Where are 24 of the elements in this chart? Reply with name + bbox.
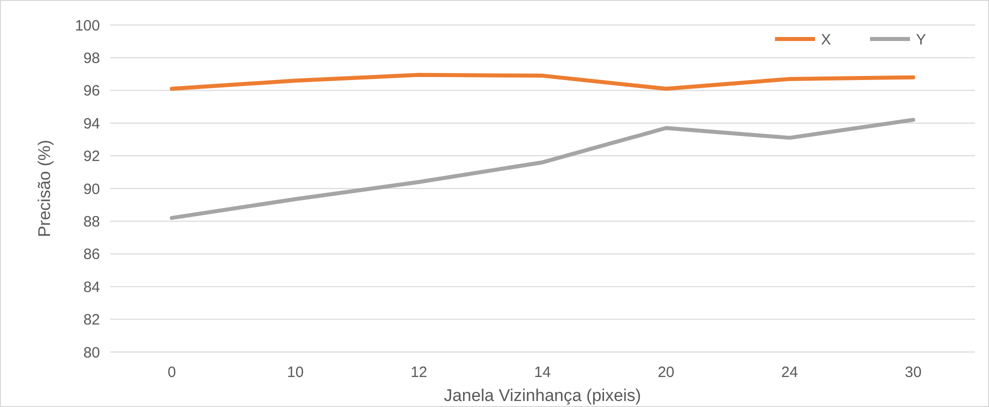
x-tick-label: 0 [168,364,176,381]
x-tick-label: 24 [781,364,798,381]
legend-label: Y [916,31,926,48]
y-tick-label: 84 [83,278,100,296]
x-axis-title: Janela Vizinhança (pixeis) [444,386,642,405]
y-tick-label: 90 [83,180,100,198]
x-tick-label: 30 [904,364,922,381]
y-tick-label: 94 [83,115,100,132]
y-tick-label: 82 [83,312,100,329]
y-tick-label: 92 [83,148,100,166]
y-tick-label: 80 [83,344,100,362]
y-tick-label: 88 [83,213,100,230]
legend-label: X [821,31,832,48]
y-tick-label: 86 [83,246,100,264]
x-tick-label: 10 [287,364,304,381]
y-tick-label: 96 [83,82,100,100]
y-tick-label: 98 [83,50,100,67]
x-tick-label: 20 [658,364,674,381]
y-tick-label: 100 [74,17,100,34]
line-series [170,118,916,220]
x-tick-label: 12 [410,364,428,381]
line-series [170,72,916,91]
x-tick-label: 14 [534,364,551,381]
y-axis-title: Precisão (%) [35,140,54,238]
